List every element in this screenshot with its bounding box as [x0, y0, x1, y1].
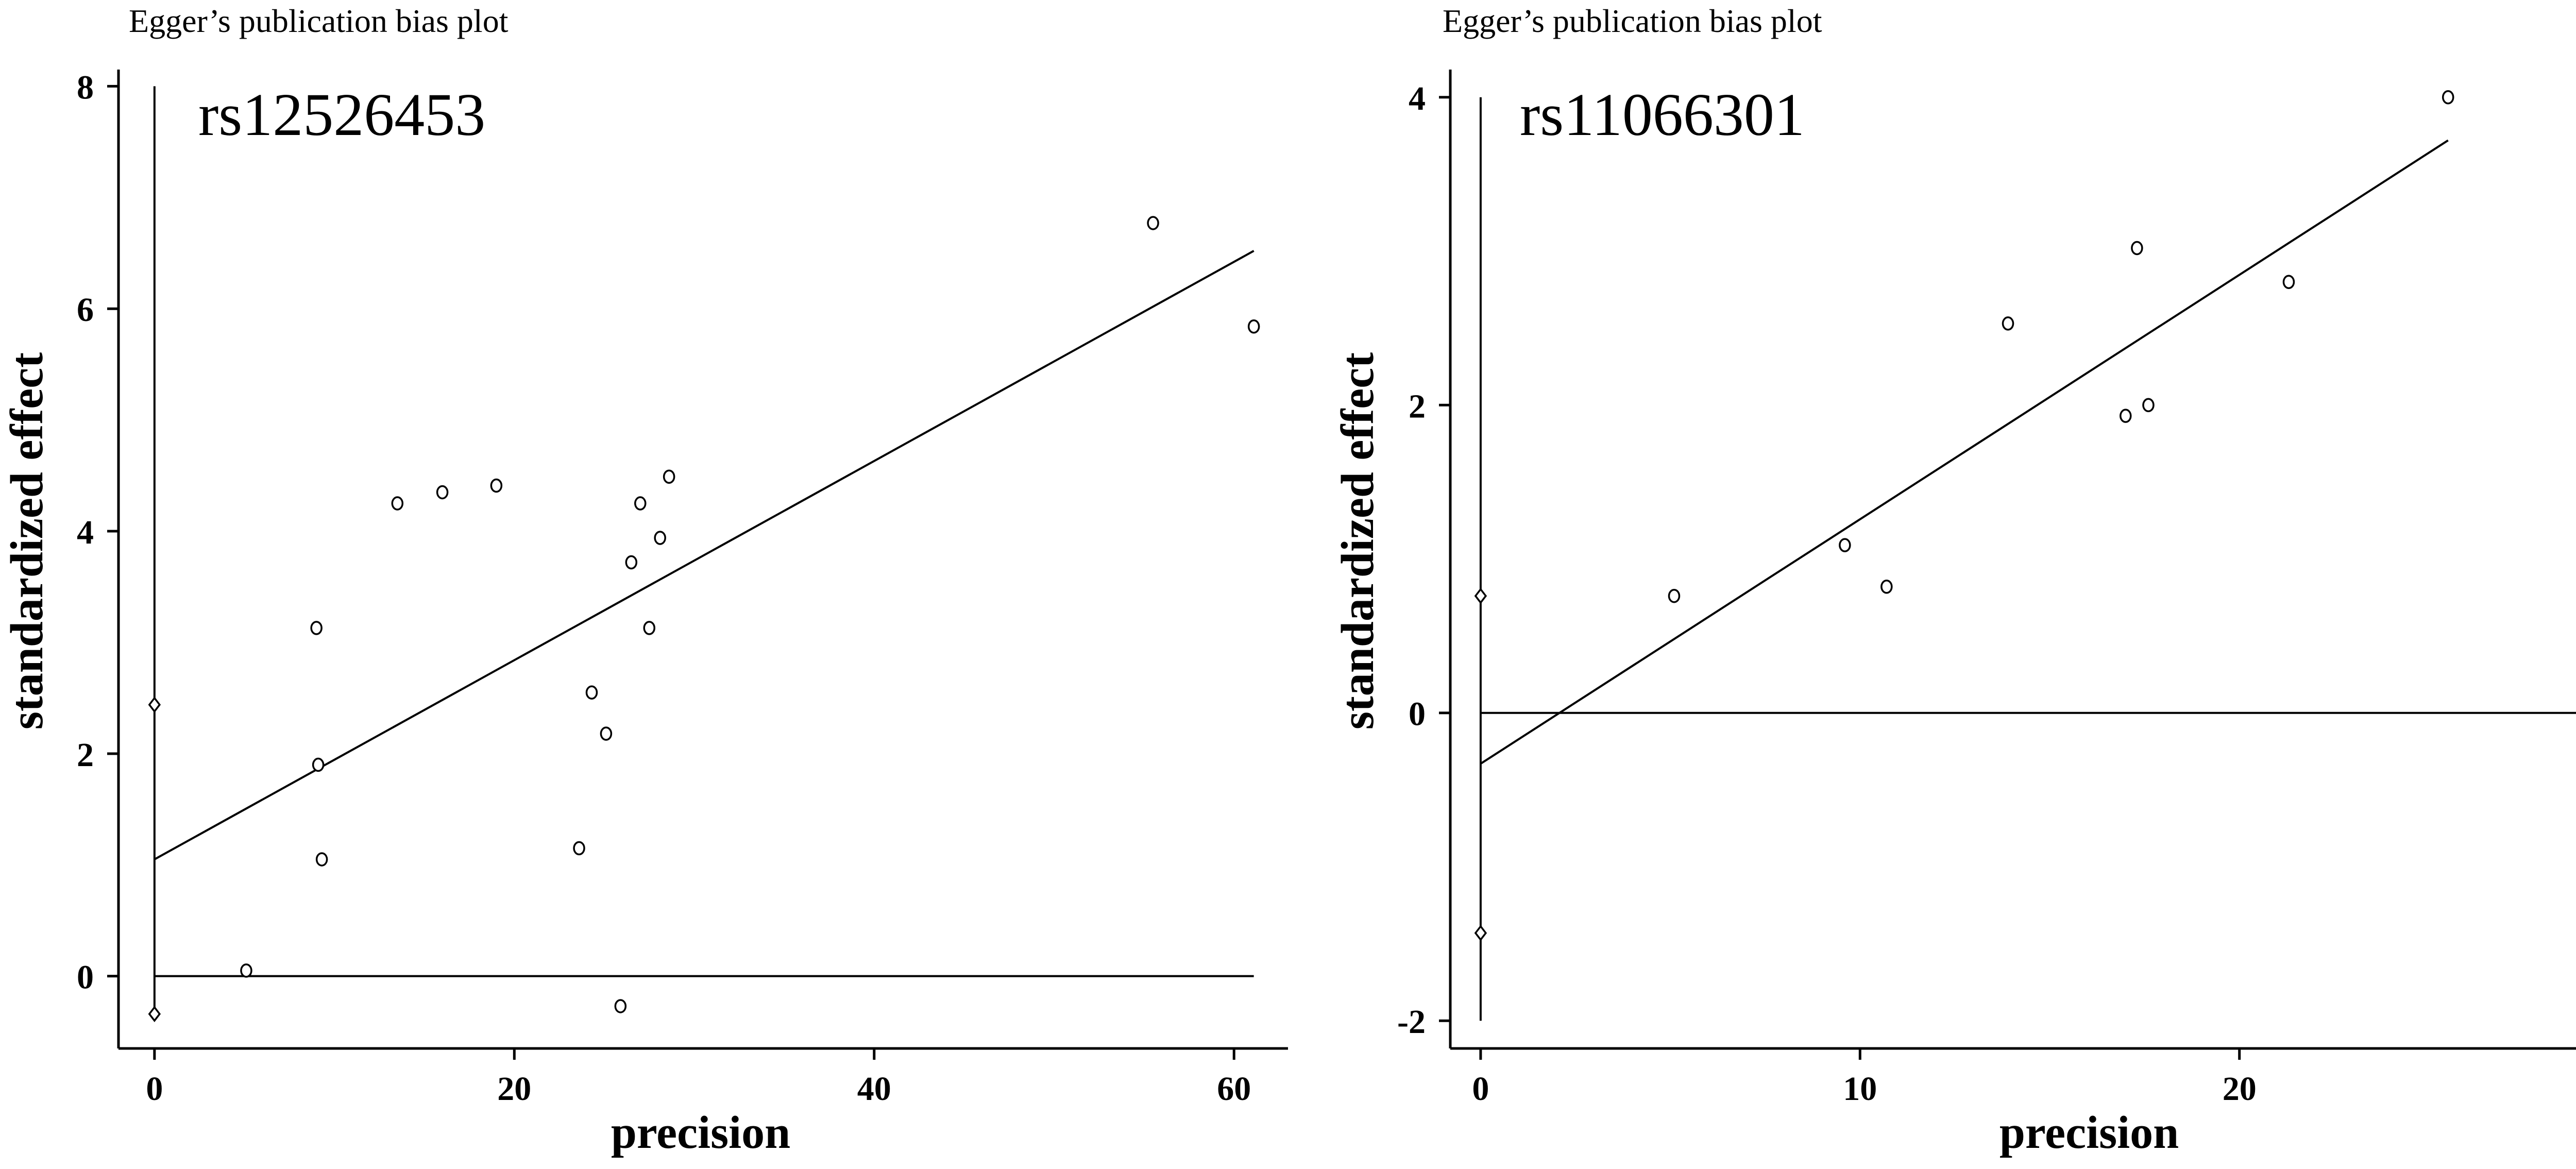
y-tick-label: 2 [1409, 387, 1426, 425]
study-point [315, 852, 328, 867]
study-point [1147, 216, 1159, 230]
ci-marker [1474, 587, 1487, 604]
panel-label: rs11066301 [1520, 81, 1805, 148]
x-axis-title: precision [1999, 1107, 2179, 1158]
ci-marker [148, 696, 161, 713]
study-point [2442, 90, 2454, 105]
study-point [585, 685, 598, 700]
study-point [1247, 319, 1260, 334]
study-point [654, 531, 666, 545]
x-axis-title: precision [611, 1107, 790, 1158]
study-point [2142, 398, 2155, 413]
ci-marker [1474, 925, 1487, 941]
x-tick-label: 10 [1843, 1070, 1877, 1108]
y-tick-label: 6 [77, 291, 94, 329]
study-point [1839, 538, 1851, 552]
study-point [600, 726, 613, 741]
chart-panel-rs12526453: Egger’s publication bias plot rs12526453… [2, 3, 1288, 1158]
x-tick-label: 20 [2223, 1070, 2257, 1108]
y-axis-title: standardized effect [1332, 352, 1383, 730]
study-point [573, 841, 585, 856]
regression-line [154, 250, 1255, 860]
study-point [634, 496, 647, 511]
study-point [2131, 241, 2143, 256]
chart-panel-rs11066301: Egger’s publication bias plot rs11066301… [1332, 3, 2576, 1158]
chart-title: Egger’s publication bias plot [129, 3, 509, 39]
x-tick-label: 40 [857, 1070, 891, 1108]
chart-title: Egger’s publication bias plot [1443, 3, 1822, 39]
y-tick-label: -2 [1397, 1003, 1426, 1041]
y-tick-label: 2 [77, 736, 94, 774]
study-point [1668, 588, 1681, 603]
study-point [2282, 275, 2295, 290]
study-point [614, 999, 627, 1013]
study-point [391, 496, 404, 511]
ci-marker [148, 1006, 161, 1022]
study-point [663, 469, 675, 484]
study-point [310, 621, 323, 635]
study-point [643, 621, 655, 635]
study-point [436, 485, 449, 500]
study-point [625, 555, 638, 570]
axes-frame [117, 70, 1288, 1050]
y-tick-label: 8 [77, 69, 94, 106]
y-tick-label: 0 [77, 959, 94, 996]
y-axis-title: standardized effect [2, 352, 53, 730]
study-point [240, 963, 252, 978]
y-tick-label: 0 [1409, 696, 1426, 733]
x-tick-label: 0 [1472, 1070, 1489, 1108]
x-tick-label: 20 [497, 1070, 531, 1108]
x-tick-label: 0 [146, 1070, 163, 1108]
axes-frame [1449, 70, 2576, 1050]
study-point [2120, 409, 2132, 423]
x-tick-label: 60 [1217, 1070, 1251, 1108]
study-point [1880, 580, 1893, 594]
y-tick-label: 4 [77, 514, 94, 551]
study-point [312, 757, 325, 772]
panel-label: rs12526453 [198, 81, 485, 148]
study-point [2002, 316, 2014, 331]
plot-area: 0 20 40 60 0 2 4 6 8 [77, 69, 1260, 1108]
y-tick-label: 4 [1409, 80, 1426, 117]
regression-line [1480, 139, 2449, 765]
study-point [490, 478, 503, 493]
